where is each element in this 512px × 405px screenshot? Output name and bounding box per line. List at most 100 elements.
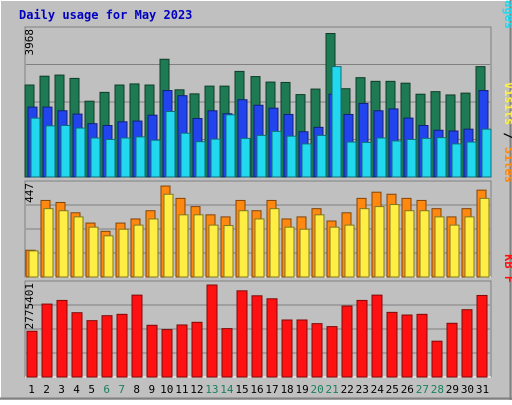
bar-sites-day-9 — [148, 218, 159, 278]
bar-sites-day-26 — [404, 210, 415, 278]
bar-kb-f-day-6 — [101, 315, 113, 378]
right-label-part: Pages — [502, 0, 512, 29]
bar-kb-f-day-7 — [116, 313, 128, 378]
bar-sites-day-24 — [374, 206, 385, 278]
bar-pages-day-3 — [60, 124, 71, 178]
bar-kb-f-day-31 — [476, 294, 488, 378]
y-max-label-hits-files-pages: 3968 — [23, 29, 36, 56]
x-tick-label: 30 — [461, 383, 474, 396]
bar-sites-day-23 — [359, 208, 370, 278]
bar-pages-day-1 — [30, 117, 41, 178]
x-tick-label: 10 — [160, 383, 173, 396]
y-max-label-visits-sites: 447 — [23, 183, 36, 203]
bar-kb-f-day-3 — [56, 299, 68, 378]
bar-sites-day-4 — [73, 216, 84, 278]
x-tick-label: 7 — [118, 383, 125, 396]
bar-pages-day-12 — [195, 141, 206, 178]
bar-sites-day-7 — [118, 228, 129, 278]
x-tick-label: 4 — [73, 383, 80, 396]
bar-pages-day-23 — [361, 141, 372, 178]
bar-kb-f-day-17 — [266, 298, 278, 378]
x-tick-label: 1 — [28, 383, 35, 396]
bar-sites-day-6 — [103, 235, 114, 278]
right-label-kbf: KB F — [502, 254, 512, 283]
bar-sites-day-15 — [238, 210, 249, 278]
bar-sites-day-21 — [329, 226, 340, 278]
bar-kb-f-day-8 — [131, 294, 143, 378]
bars — [24, 33, 492, 378]
bar-kb-f-day-29 — [446, 322, 458, 378]
bar-pages-day-18 — [286, 135, 297, 178]
bar-pages-day-25 — [391, 140, 402, 178]
x-tick-label: 17 — [265, 383, 278, 396]
x-tick-label: 8 — [133, 383, 140, 396]
x-tick-label: 15 — [235, 383, 248, 396]
x-tick-label: 13 — [205, 383, 218, 396]
bar-kb-f-day-2 — [41, 303, 53, 378]
bar-sites-day-28 — [434, 216, 445, 278]
bar-sites-day-12 — [193, 214, 204, 278]
bar-pages-day-6 — [105, 138, 116, 178]
bar-pages-day-2 — [45, 125, 56, 178]
right-label-hits-files-pages: Hits / Files / Pages — [502, 0, 512, 29]
bar-sites-day-17 — [269, 208, 280, 278]
bar-kb-f-day-15 — [236, 290, 248, 378]
bar-sites-day-22 — [344, 224, 355, 278]
y-max-label-kbf: 2775401 — [23, 283, 36, 329]
bar-sites-day-1 — [28, 250, 39, 278]
bar-sites-day-25 — [389, 204, 400, 278]
bar-kb-f-day-5 — [86, 320, 98, 378]
bar-kb-f-day-26 — [401, 314, 413, 378]
bar-kb-f-day-28 — [431, 340, 443, 378]
bar-pages-day-31 — [481, 128, 492, 178]
bar-sites-day-31 — [479, 197, 490, 278]
bar-pages-day-26 — [406, 138, 417, 178]
bar-kb-f-day-13 — [206, 284, 218, 378]
bar-pages-day-19 — [301, 143, 312, 178]
bar-kb-f-day-23 — [356, 299, 368, 378]
bar-kb-f-day-16 — [251, 295, 263, 378]
bar-pages-day-7 — [120, 137, 131, 178]
bar-pages-day-10 — [165, 111, 176, 178]
right-label-visits-sites: Visits / Sites — [502, 82, 512, 183]
x-tick-label: 28 — [431, 383, 444, 396]
bar-sites-day-2 — [43, 208, 54, 278]
bar-pages-day-20 — [316, 134, 327, 178]
x-tick-label: 25 — [386, 383, 399, 396]
bar-pages-day-28 — [436, 137, 447, 178]
bar-kb-f-day-20 — [311, 323, 323, 378]
bar-sites-day-29 — [449, 224, 460, 278]
bar-pages-day-5 — [90, 137, 101, 178]
bar-sites-day-8 — [133, 224, 144, 278]
bar-pages-day-11 — [180, 132, 191, 178]
x-tick-label: 26 — [401, 383, 414, 396]
bar-kb-f-day-27 — [416, 313, 428, 378]
bar-kb-f-day-14 — [221, 328, 233, 378]
x-tick-label: 18 — [280, 383, 293, 396]
bar-pages-day-4 — [75, 127, 86, 178]
bar-kb-f-day-22 — [341, 305, 353, 378]
x-tick-label: 9 — [148, 383, 155, 396]
x-tick-label: 14 — [220, 383, 234, 396]
bar-pages-day-21 — [331, 66, 342, 178]
bar-sites-day-16 — [254, 218, 265, 278]
x-tick-label: 2 — [43, 383, 50, 396]
x-tick-label: 31 — [476, 383, 489, 396]
x-tick-label: 23 — [356, 383, 369, 396]
right-label-part: Sites — [502, 147, 512, 183]
bar-kb-f-day-11 — [176, 324, 188, 378]
x-tick-label: 5 — [88, 383, 95, 396]
bar-kb-f-day-9 — [146, 324, 158, 378]
right-legend-labels: Hits / Files / Pages Visits / Sites KB F — [502, 0, 512, 283]
bar-kb-f-day-24 — [371, 294, 383, 378]
x-tick-label: 6 — [103, 383, 110, 396]
x-tick-label: 29 — [446, 383, 459, 396]
bar-sites-day-3 — [58, 210, 69, 278]
bar-pages-day-30 — [466, 141, 477, 178]
x-tick-label: 16 — [250, 383, 263, 396]
bar-pages-day-9 — [150, 139, 161, 178]
bar-kb-f-day-4 — [71, 312, 83, 378]
bar-sites-day-20 — [314, 214, 325, 278]
bar-kb-f-day-1 — [26, 330, 38, 378]
bar-sites-day-13 — [208, 224, 219, 278]
